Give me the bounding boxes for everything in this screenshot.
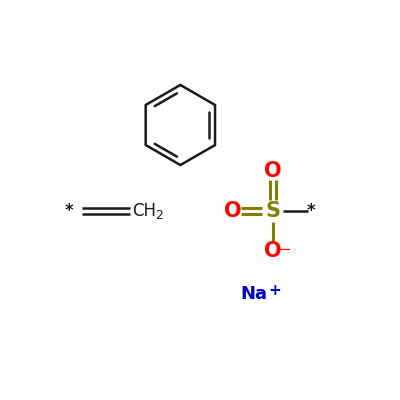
Text: *: * [307, 202, 316, 220]
Text: 2: 2 [155, 209, 163, 222]
Text: Na: Na [241, 286, 268, 303]
Text: CH: CH [133, 202, 157, 220]
Text: −: − [278, 242, 291, 257]
Text: O: O [264, 161, 282, 181]
Text: O: O [224, 201, 242, 221]
Text: O: O [264, 241, 282, 261]
Text: +: + [269, 283, 282, 298]
Text: *: * [65, 202, 74, 220]
Text: S: S [265, 201, 280, 221]
